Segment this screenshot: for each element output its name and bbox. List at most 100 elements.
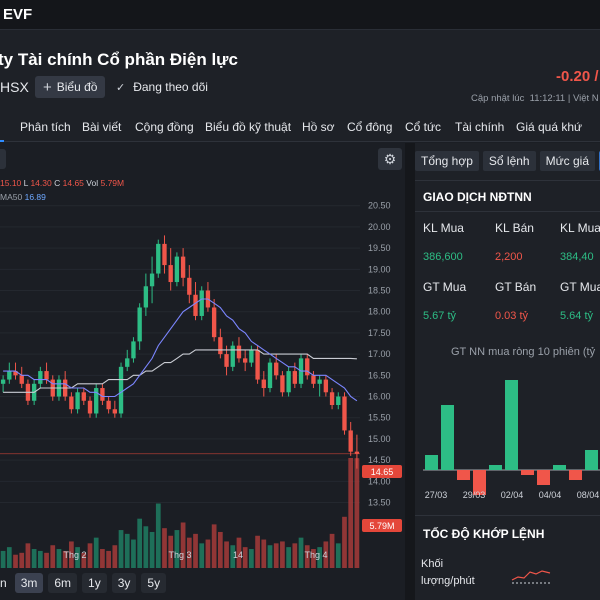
match-speed-title: TỐC ĐỘ KHỚP LỆNH: [423, 527, 545, 541]
last-price-label: 14.65: [362, 465, 402, 478]
candle-body: [143, 286, 149, 308]
price-chart[interactable]: 20.50 20.00 19.50 19.00 18.50 18.00 17.50 17.00…: [0, 183, 405, 568]
range-button-6m[interactable]: 6m: [48, 573, 78, 593]
range-button-1y[interactable]: 1y: [82, 573, 107, 593]
candle-body: [137, 307, 142, 342]
candle-body: [168, 265, 173, 283]
candle-body: [0, 379, 6, 384]
tab-summary[interactable]: Tổng hợp: [415, 151, 479, 171]
net-buy-bar: [521, 470, 534, 475]
gt-buy-value: 5.67 tỷ: [423, 310, 457, 322]
volume-bar: [0, 550, 6, 568]
add-chart-button[interactable]: + Biểu đồ: [35, 76, 106, 98]
kl-sell-label: KL Bán: [495, 221, 534, 235]
nav-item-profile[interactable]: Hồ sơ: [302, 120, 335, 134]
volume-bar: [69, 541, 74, 568]
gt-net-label: GT Mua: [560, 280, 600, 294]
y-tick-label: 15.50: [368, 413, 391, 423]
candle-body: [218, 337, 223, 355]
volume-bar: [93, 537, 99, 568]
kl-sell-value: 2,200: [495, 251, 523, 263]
panel-divider[interactable]: [405, 143, 415, 600]
volume-bar: [31, 549, 37, 568]
volume-bar: [230, 545, 236, 568]
update-time: Cập nhật lúc 11:12:11 | Việt N: [471, 93, 599, 104]
nav-item-shareholders[interactable]: Cổ đông: [347, 120, 393, 134]
ma50-legend: MA50 16.89: [0, 192, 46, 202]
candle-body: [131, 341, 136, 359]
nav-item-analysis[interactable]: Phân tích: [20, 120, 71, 134]
nav-item-community[interactable]: Cộng đồng: [135, 120, 194, 134]
candle-body: [156, 243, 161, 274]
volume-bar: [348, 458, 354, 568]
tab-price-levels[interactable]: Mức giá: [539, 151, 595, 171]
net-buy-x-label: 02/04: [501, 490, 524, 500]
nav-item-dividends[interactable]: Cổ tức: [405, 120, 442, 134]
follow-toggle[interactable]: ✓ Đang theo dõi: [116, 80, 208, 94]
volume-bar: [280, 541, 285, 568]
volume-bar: [131, 539, 136, 568]
low-value: 14.30: [30, 178, 52, 188]
gt-net-value: 5.64 tỷ: [560, 310, 594, 322]
volume-bar: [75, 547, 80, 568]
y-tick-label: 16.00: [368, 392, 391, 402]
net-buy-bar: [489, 465, 502, 470]
x-tick-label: 14: [233, 550, 243, 560]
nav-item-technical-chart[interactable]: Biểu đồ kỹ thuật: [205, 120, 292, 134]
nav-item-articles[interactable]: Bài viết: [82, 120, 122, 134]
stock-header: ty Tài chính Cổ phần Điện lực HSX + Biểu…: [0, 30, 600, 112]
range-selector: n 3m 6m 1y 3y 5y: [0, 573, 167, 595]
candle-body: [230, 345, 235, 367]
company-name: ty Tài chính Cổ phần Điện lực: [0, 50, 238, 69]
nav-item-price-history[interactable]: Giá quá khứ: [516, 120, 583, 134]
range-button-3y[interactable]: 3y: [111, 573, 137, 593]
volume-label: Vol: [86, 178, 99, 188]
candle-body: [280, 375, 285, 393]
volume-bar: [317, 547, 323, 568]
gt-sell-label: GT Bán: [495, 280, 537, 294]
range-button-5y[interactable]: 5y: [141, 573, 167, 593]
volume-bar: [118, 530, 124, 568]
tab-order-book[interactable]: Sổ lệnh: [482, 151, 536, 171]
volume-bar: [155, 503, 161, 568]
volume-bar: [87, 543, 93, 568]
section-divider: [415, 180, 600, 181]
x-tick-label: Thg 3: [168, 550, 191, 560]
candle-body: [44, 371, 49, 380]
update-suffix: | Việt N: [567, 93, 599, 104]
candle-body: [94, 388, 99, 414]
close-label: C: [54, 178, 61, 188]
nav-item-financials[interactable]: Tài chính: [455, 120, 505, 134]
volume-value: 5.79M: [100, 178, 125, 188]
range-button-3m[interactable]: 3m: [14, 573, 44, 593]
range-button-cut[interactable]: n: [0, 576, 7, 590]
right-tabs: Tổng hợp Sổ lệnh Mức giá Th: [415, 151, 600, 171]
volume-bar: [292, 543, 298, 568]
y-tick-label: 19.00: [368, 264, 391, 274]
chart-toolbar-toggle[interactable]: [0, 149, 6, 169]
volume-bar: [19, 552, 25, 568]
y-tick-label: 19.50: [368, 243, 391, 253]
volume-bar: [267, 545, 273, 568]
section-divider: [415, 515, 600, 516]
section-divider: [415, 211, 600, 212]
volume-bar: [106, 550, 111, 568]
candle-body: [274, 362, 279, 376]
volume-bar: [329, 533, 335, 568]
volume-bar: [174, 530, 180, 568]
y-tick-label: 17.50: [368, 328, 391, 338]
x-tick-label: Thg 2: [63, 550, 86, 560]
volume-bar: [304, 545, 310, 568]
y-tick-label: 18.00: [368, 307, 391, 317]
volume-bar: [255, 535, 260, 568]
volume-bar: [81, 552, 87, 568]
gt-buy-label: GT Mua: [423, 280, 467, 294]
volume-bar: [168, 535, 174, 568]
volume-bar: [37, 550, 43, 568]
volume-bar: [217, 531, 223, 568]
candle-body: [286, 371, 291, 393]
candle-body: [199, 290, 204, 316]
y-tick-label: 17.00: [368, 349, 391, 359]
chart-settings-gear-icon[interactable]: ⚙: [378, 148, 402, 170]
update-label: Cập nhật lúc: [471, 93, 525, 104]
